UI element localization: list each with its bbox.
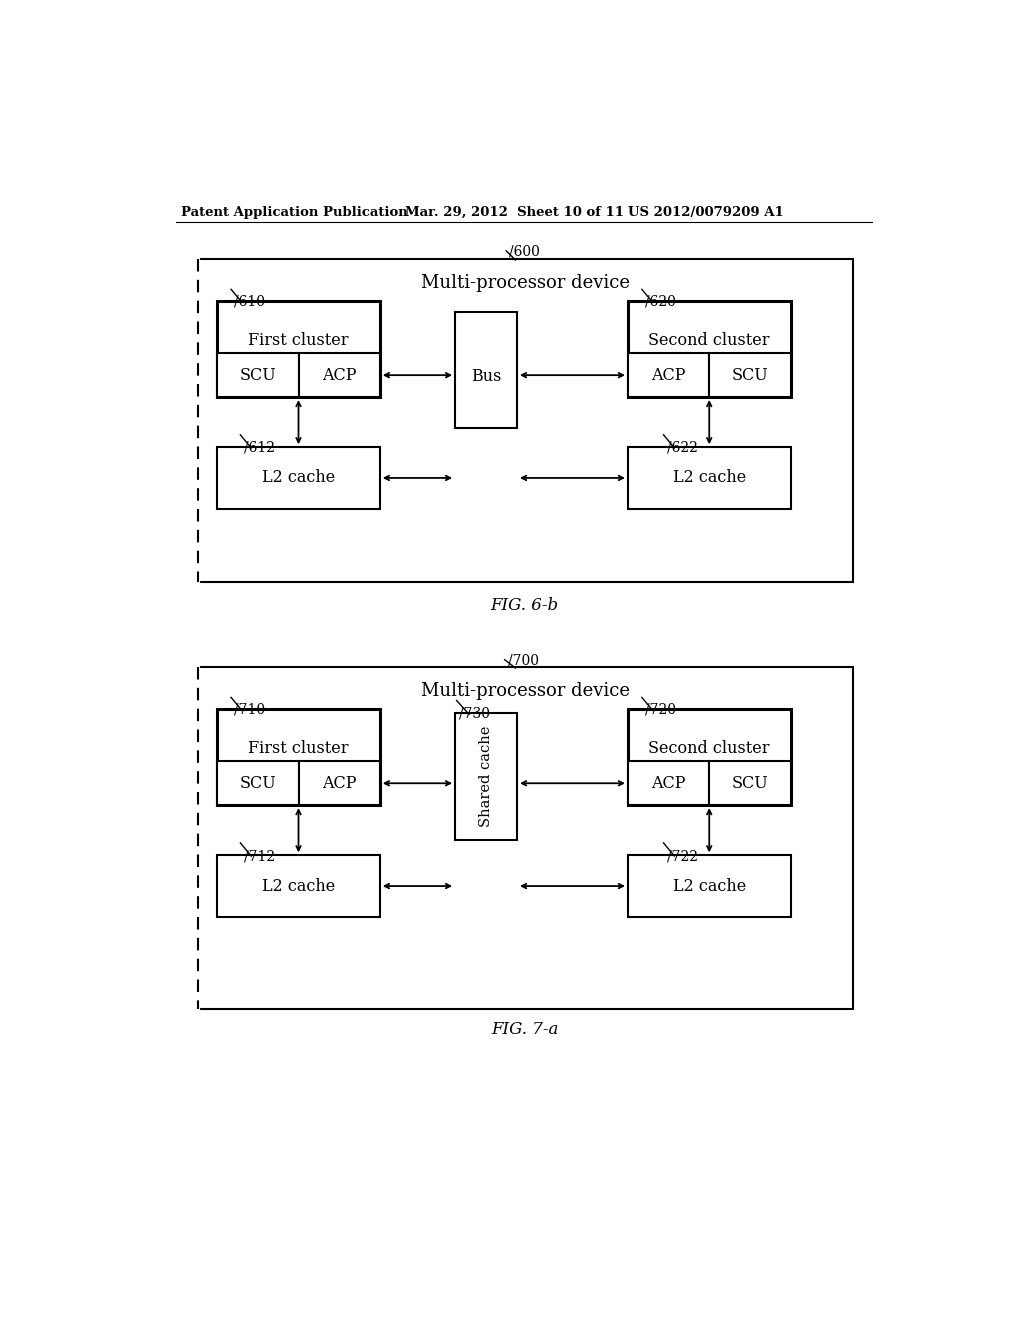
- Text: /722: /722: [667, 849, 697, 863]
- Text: FIG. 7-a: FIG. 7-a: [492, 1020, 558, 1038]
- Text: /720: /720: [645, 702, 676, 717]
- Text: SCU: SCU: [731, 367, 768, 384]
- Text: Patent Application Publication: Patent Application Publication: [180, 206, 408, 219]
- Bar: [217, 447, 380, 508]
- Text: SCU: SCU: [240, 367, 276, 384]
- Text: /730: /730: [459, 706, 489, 721]
- Text: /610: /610: [234, 294, 265, 309]
- Text: /712: /712: [245, 849, 275, 863]
- Text: ACP: ACP: [322, 367, 356, 384]
- Text: FIG. 6-b: FIG. 6-b: [490, 598, 559, 614]
- Text: /622: /622: [667, 441, 697, 455]
- Text: /700: /700: [508, 653, 539, 668]
- Bar: [710, 354, 791, 397]
- Text: SCU: SCU: [240, 775, 276, 792]
- Text: L2 cache: L2 cache: [262, 878, 335, 895]
- Bar: [299, 354, 380, 397]
- Text: /710: /710: [234, 702, 265, 717]
- Text: US 2012/0079209 A1: US 2012/0079209 A1: [628, 206, 783, 219]
- Bar: [217, 855, 380, 917]
- Text: /600: /600: [509, 244, 541, 259]
- Bar: [455, 713, 517, 840]
- Bar: [217, 709, 380, 805]
- Text: ACP: ACP: [651, 775, 686, 792]
- Text: L2 cache: L2 cache: [262, 470, 335, 487]
- Text: SCU: SCU: [731, 775, 768, 792]
- Text: L2 cache: L2 cache: [673, 470, 745, 487]
- Text: First cluster: First cluster: [248, 741, 349, 758]
- Bar: [628, 709, 791, 805]
- Text: Multi-processor device: Multi-processor device: [421, 682, 630, 700]
- Bar: [217, 301, 380, 397]
- Text: /612: /612: [245, 441, 275, 455]
- Bar: [198, 259, 853, 582]
- Bar: [628, 301, 791, 397]
- Bar: [628, 762, 710, 805]
- Text: ACP: ACP: [651, 367, 686, 384]
- Text: /620: /620: [645, 294, 676, 309]
- Bar: [217, 354, 299, 397]
- Text: Multi-processor device: Multi-processor device: [421, 275, 630, 292]
- Bar: [198, 667, 853, 1010]
- Text: L2 cache: L2 cache: [673, 878, 745, 895]
- Bar: [710, 762, 791, 805]
- Text: Second cluster: Second cluster: [648, 741, 770, 758]
- Text: First cluster: First cluster: [248, 333, 349, 350]
- Text: ACP: ACP: [322, 775, 356, 792]
- Bar: [628, 354, 710, 397]
- Bar: [217, 762, 299, 805]
- Text: Bus: Bus: [471, 368, 501, 385]
- Bar: [455, 313, 517, 428]
- Text: Shared cache: Shared cache: [479, 726, 493, 828]
- Bar: [299, 762, 380, 805]
- Bar: [628, 447, 791, 508]
- Bar: [628, 855, 791, 917]
- Text: Second cluster: Second cluster: [648, 333, 770, 350]
- Text: Mar. 29, 2012  Sheet 10 of 11: Mar. 29, 2012 Sheet 10 of 11: [406, 206, 625, 219]
